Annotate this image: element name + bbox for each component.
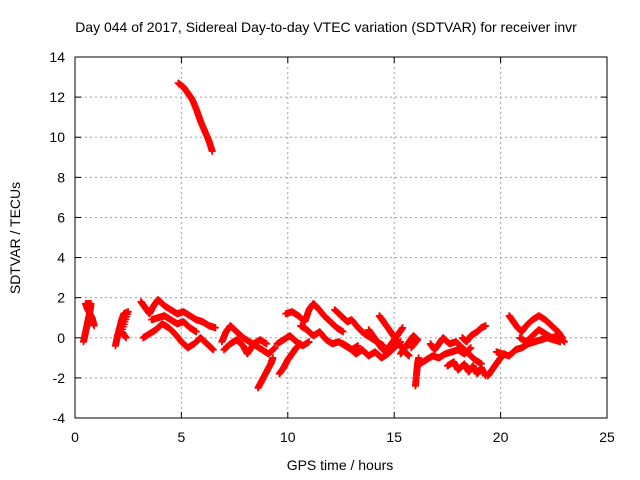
series-arc-18 <box>397 332 422 358</box>
series-arc-9 <box>254 354 277 392</box>
y-tick-label: 8 <box>57 169 65 185</box>
y-tick-label: 4 <box>57 250 65 266</box>
series-arc-3 <box>137 296 219 332</box>
x-tick-label: 0 <box>71 429 79 445</box>
x-tick-label: 5 <box>178 429 186 445</box>
series-arc-2 <box>111 308 132 350</box>
data-point <box>354 342 362 350</box>
series-arc-23 <box>458 322 490 346</box>
x-tick-label: 15 <box>386 429 402 445</box>
data-point <box>305 338 313 346</box>
y-axis-label: SDTVAR / TECUs <box>7 182 23 294</box>
series-arc-26 <box>505 312 566 342</box>
data-point <box>208 147 216 155</box>
data-point <box>560 338 568 346</box>
data-point <box>192 328 200 336</box>
data-point <box>90 322 98 330</box>
series-arc-4 <box>139 320 217 354</box>
series-arc-27 <box>516 326 568 346</box>
y-tick-label: 10 <box>49 129 65 145</box>
data-point <box>467 344 475 352</box>
chart-title: Day 044 of 2017, Sidereal Day-to-day VTE… <box>75 19 577 35</box>
series-arc-22 <box>443 358 490 380</box>
x-tick-label: 10 <box>280 429 296 445</box>
data-point <box>209 346 217 354</box>
axes: 0 5 10 15 20 25 -4 -2 0 2 4 6 8 10 12 14 <box>49 49 615 445</box>
data-point <box>263 340 271 348</box>
y-tick-label: 0 <box>57 330 65 346</box>
data-point <box>407 344 415 352</box>
gridlines <box>75 57 607 418</box>
y-tick-label: -2 <box>53 370 66 386</box>
x-tick-label: 25 <box>599 429 615 445</box>
x-axis-label: GPS time / hours <box>287 457 394 473</box>
data-point <box>405 352 413 360</box>
series-arc-24 <box>484 350 509 380</box>
y-tick-label: 6 <box>57 209 65 225</box>
series-arc-7 <box>218 322 279 358</box>
x-tick-label: 20 <box>493 429 509 445</box>
series-arc-12 <box>282 300 347 336</box>
y-tick-label: 2 <box>57 290 65 306</box>
y-tick-label: 12 <box>49 89 65 105</box>
data-point <box>269 354 277 362</box>
series-arc-20 <box>416 344 475 368</box>
series-arc-6 <box>174 79 216 155</box>
series-arc-1 <box>80 300 98 346</box>
data-point <box>482 322 490 330</box>
plot-frame <box>74 56 608 419</box>
series-arc-5 <box>148 312 200 336</box>
data-point <box>211 324 219 332</box>
y-tick-label: -4 <box>53 410 66 426</box>
series-arc-8 <box>220 336 271 358</box>
data-point <box>271 344 279 352</box>
series-arc-11 <box>273 332 313 350</box>
y-tick-label: 14 <box>49 49 65 65</box>
data-point <box>339 328 347 336</box>
data-points <box>80 79 568 392</box>
data-point <box>415 354 423 362</box>
data-point <box>399 324 407 332</box>
data-point <box>122 334 130 342</box>
